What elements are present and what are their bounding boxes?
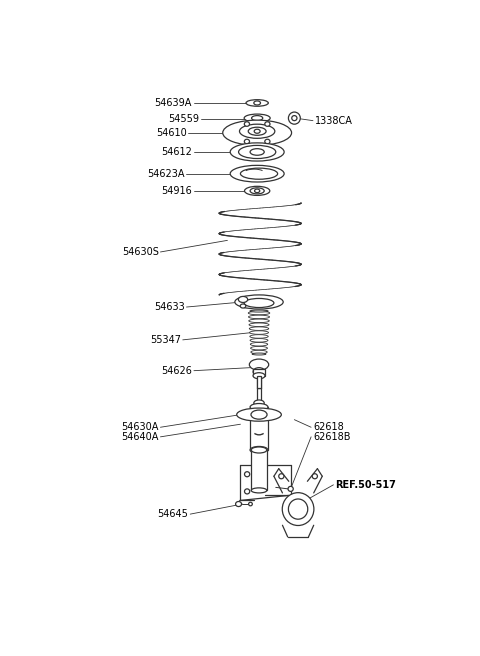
Ellipse shape xyxy=(253,367,265,376)
Ellipse shape xyxy=(240,304,246,308)
Ellipse shape xyxy=(251,488,267,493)
Ellipse shape xyxy=(250,188,264,194)
Text: 54916: 54916 xyxy=(161,186,192,196)
Ellipse shape xyxy=(249,359,269,370)
Ellipse shape xyxy=(235,295,283,309)
Ellipse shape xyxy=(250,149,264,155)
Text: REF.50-517: REF.50-517 xyxy=(335,480,396,490)
Ellipse shape xyxy=(246,100,268,106)
Ellipse shape xyxy=(279,474,284,479)
Ellipse shape xyxy=(236,501,241,506)
Ellipse shape xyxy=(248,311,270,315)
Text: 54645: 54645 xyxy=(157,509,188,519)
Bar xyxy=(257,376,261,388)
Bar xyxy=(253,369,265,376)
Ellipse shape xyxy=(251,346,267,350)
Text: 54640A: 54640A xyxy=(121,432,158,442)
Ellipse shape xyxy=(251,447,267,453)
Ellipse shape xyxy=(250,338,268,342)
Text: 1338CA: 1338CA xyxy=(315,115,353,126)
Bar xyxy=(250,407,268,450)
Ellipse shape xyxy=(244,114,270,122)
Ellipse shape xyxy=(252,115,263,121)
Ellipse shape xyxy=(254,189,260,193)
Ellipse shape xyxy=(250,447,268,453)
Ellipse shape xyxy=(254,129,260,133)
Ellipse shape xyxy=(265,139,270,144)
Ellipse shape xyxy=(249,323,269,327)
Ellipse shape xyxy=(249,315,270,319)
Text: 54610: 54610 xyxy=(156,128,186,138)
Ellipse shape xyxy=(288,499,308,519)
Ellipse shape xyxy=(288,486,293,491)
Ellipse shape xyxy=(250,342,268,346)
Text: 54612: 54612 xyxy=(161,148,192,157)
Ellipse shape xyxy=(250,403,268,411)
Text: 54630S: 54630S xyxy=(122,247,158,257)
Ellipse shape xyxy=(248,127,266,135)
Bar xyxy=(251,450,267,491)
Ellipse shape xyxy=(240,124,275,138)
Text: 54623A: 54623A xyxy=(147,169,185,178)
Text: 54559: 54559 xyxy=(168,113,200,123)
Ellipse shape xyxy=(251,410,267,419)
Ellipse shape xyxy=(250,310,268,312)
Ellipse shape xyxy=(244,489,250,494)
Ellipse shape xyxy=(292,115,297,121)
Ellipse shape xyxy=(239,297,248,302)
Text: 54630A: 54630A xyxy=(121,422,158,432)
Ellipse shape xyxy=(250,331,268,335)
Ellipse shape xyxy=(244,186,270,195)
Ellipse shape xyxy=(239,146,276,159)
Ellipse shape xyxy=(240,168,277,179)
Ellipse shape xyxy=(244,298,274,308)
Ellipse shape xyxy=(244,139,250,144)
Text: 54633: 54633 xyxy=(154,302,185,312)
Ellipse shape xyxy=(252,353,266,355)
Ellipse shape xyxy=(230,143,284,161)
Ellipse shape xyxy=(230,165,284,182)
Ellipse shape xyxy=(282,493,314,525)
Text: 62618: 62618 xyxy=(313,422,344,432)
Text: 62618B: 62618B xyxy=(313,432,350,442)
Ellipse shape xyxy=(288,112,300,124)
Ellipse shape xyxy=(249,502,252,506)
Text: 55347: 55347 xyxy=(150,335,181,345)
Ellipse shape xyxy=(249,319,269,323)
Ellipse shape xyxy=(251,350,267,354)
Ellipse shape xyxy=(253,373,265,379)
Ellipse shape xyxy=(249,327,269,331)
Ellipse shape xyxy=(250,335,268,338)
Ellipse shape xyxy=(244,472,250,477)
Text: 54639A: 54639A xyxy=(155,98,192,108)
Ellipse shape xyxy=(312,474,317,479)
Ellipse shape xyxy=(237,408,281,421)
Ellipse shape xyxy=(254,101,261,105)
Text: 54626: 54626 xyxy=(161,365,192,376)
Ellipse shape xyxy=(244,122,250,127)
Ellipse shape xyxy=(223,120,291,146)
Ellipse shape xyxy=(265,122,270,127)
Ellipse shape xyxy=(254,400,264,406)
